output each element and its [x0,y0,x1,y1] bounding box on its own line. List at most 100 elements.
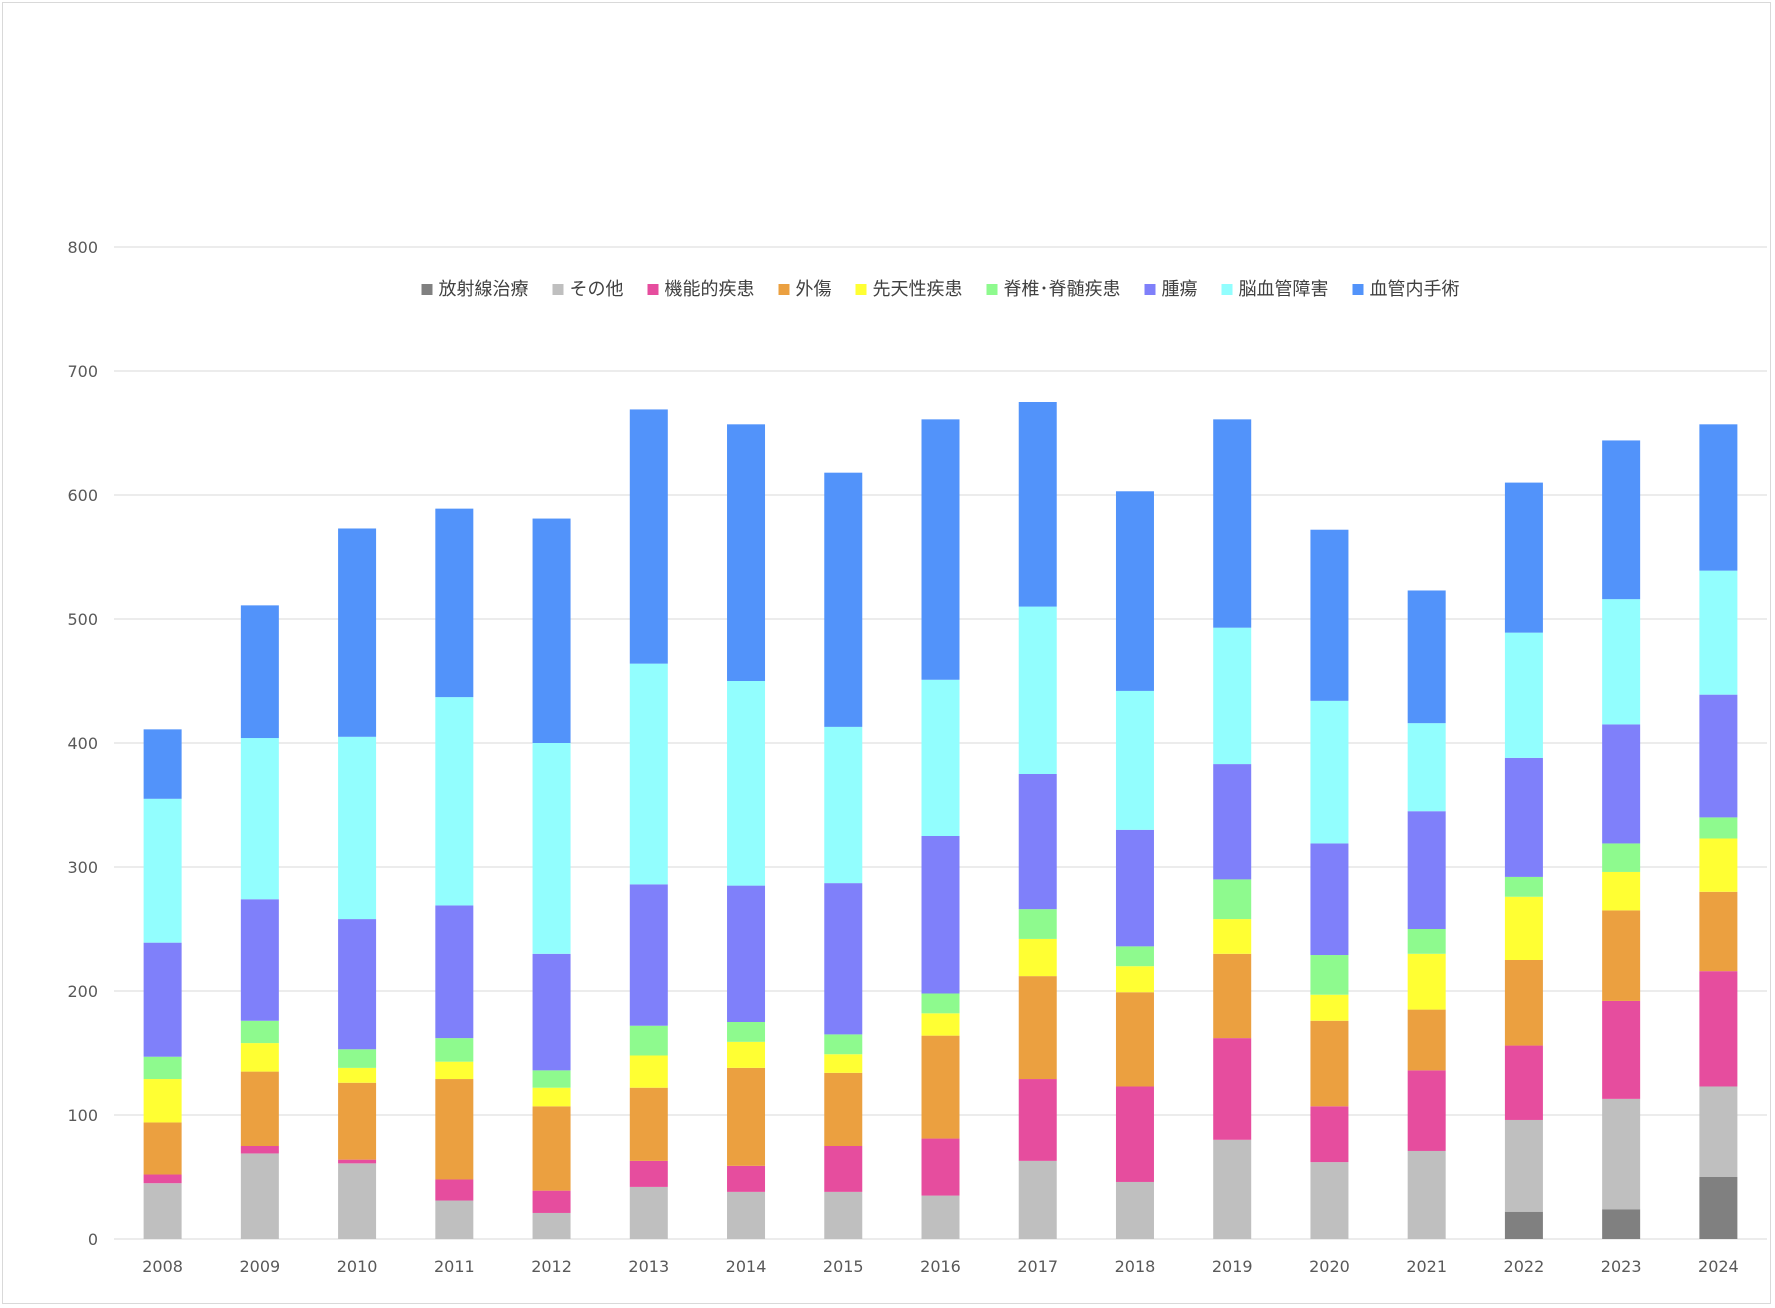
bar-segment-2012-7 [532,743,571,954]
bar-stack-2017 [1018,402,1057,1239]
legend-swatch [1144,284,1156,295]
bar-segment-2014-7 [727,681,766,886]
bar-segment-2023-3 [1602,910,1641,1001]
bar-segment-2019-3 [1213,953,1252,1039]
bar-segment-2012-1 [532,1212,571,1239]
bar-segment-2009-4 [240,1043,279,1072]
legend-item-5: 脊椎･脊髄疾患 [986,279,1121,300]
legend-item-1: その他 [552,279,624,300]
bar-segment-2011-7 [435,697,474,906]
bar-segment-2012-2 [532,1190,571,1213]
x-tick-label: 2012 [531,1257,572,1276]
bar-segment-2019-5 [1213,879,1252,920]
bar-segment-2014-6 [727,885,766,1022]
x-tick-label: 2008 [142,1257,183,1276]
bar-stack-2024 [1699,424,1738,1239]
bar-segment-2008-8 [143,729,182,799]
bar-segment-2021-2 [1407,1070,1446,1151]
legend-item-2: 機能的疾患 [647,279,755,300]
legend-item-3: 外傷 [778,279,832,300]
bar-segment-2017-8 [1018,402,1057,607]
bar-segment-2018-4 [1115,966,1154,993]
bar-segment-2015-8 [824,472,863,727]
bar-segment-2010-7 [338,736,377,920]
bar-segment-2013-2 [629,1160,668,1187]
y-tick-label: 300 [67,858,98,877]
bar-segment-2016-3 [921,1035,960,1139]
legend-swatch [855,284,867,295]
bar-segment-2023-4 [1602,871,1641,911]
bar-segment-2008-6 [143,942,182,1057]
legend-label: 機能的疾患 [665,279,755,300]
x-tick-label: 2016 [920,1257,961,1276]
x-tick-label: 2019 [1212,1257,1253,1276]
bar-segment-2020-1 [1310,1162,1349,1239]
bar-segment-2012-4 [532,1087,571,1107]
bar-segment-2011-6 [435,905,474,1039]
bar-segment-2009-8 [240,605,279,739]
x-tick-label: 2020 [1309,1257,1350,1276]
y-tick-label: 400 [67,734,98,753]
bar-segment-2021-8 [1407,590,1446,724]
bar-segment-2022-1 [1504,1119,1543,1212]
bar-segment-2017-4 [1018,938,1057,977]
legend-item-4: 先天性疾患 [855,279,963,300]
bar-segment-2008-3 [143,1122,182,1175]
bar-segment-2023-7 [1602,599,1641,725]
bar-segment-2024-7 [1699,570,1738,695]
bar-segment-2022-8 [1504,482,1543,633]
bar-segment-2010-3 [338,1082,377,1160]
bar-segment-2024-2 [1699,971,1738,1087]
bar-segment-2020-6 [1310,843,1349,956]
bar-segment-2023-2 [1602,1000,1641,1099]
bar-segment-2023-6 [1602,724,1641,844]
bar-segment-2023-1 [1602,1098,1641,1210]
bar-segment-2015-5 [824,1034,863,1055]
legend-label: 放射線治療 [439,279,529,300]
bar-segment-2012-3 [532,1106,571,1191]
bar-segment-2020-4 [1310,994,1349,1021]
legend-label: 外傷 [796,279,832,300]
bar-segment-2024-6 [1699,694,1738,818]
bar-segment-2012-8 [532,518,571,743]
bar-segment-2016-8 [921,419,960,680]
bar-segment-2013-7 [629,663,668,885]
bar-segment-2014-3 [727,1067,766,1166]
bar-segment-2015-2 [824,1146,863,1192]
bar-stack-2012 [532,518,571,1239]
legend-swatch [1221,284,1233,295]
x-tick-label: 2024 [1698,1257,1739,1276]
bar-segment-2024-4 [1699,838,1738,892]
bar-segment-2013-3 [629,1087,668,1161]
bar-segment-2010-1 [338,1163,377,1239]
bar-segment-2022-6 [1504,757,1543,877]
bar-segment-2008-5 [143,1056,182,1080]
bar-segment-2017-7 [1018,606,1057,774]
y-tick-label: 600 [67,486,98,505]
legend: 放射線治療 その他 機能的疾患 外傷 先天性疾患 脊椎･脊髄疾患 腫瘍 脳血管障害 血管内手術 [421,279,1460,300]
bar-stack-2015 [824,472,863,1239]
bar-segment-2019-8 [1213,419,1252,628]
x-tick-label: 2017 [1017,1257,1058,1276]
bar-stack-2021 [1407,590,1446,1239]
bar-segment-2014-5 [727,1022,766,1042]
bar-segment-2023-0 [1602,1209,1641,1239]
bar-segment-2022-4 [1504,896,1543,960]
bar-stack-2020 [1310,529,1349,1239]
bar-segment-2023-8 [1602,440,1641,600]
bar-stack-2016 [921,419,960,1239]
y-tick-label: 100 [67,1106,98,1125]
legend-label: 先天性疾患 [873,279,963,300]
legend-label: 腫瘍 [1162,279,1198,300]
x-tick-label: 2018 [1115,1257,1156,1276]
bar-stack-2019 [1213,419,1252,1239]
bar-segment-2019-1 [1213,1139,1252,1239]
bar-segment-2008-7 [143,798,182,943]
legend-item-0: 放射線治療 [421,279,529,300]
legend-label: 脊椎･脊髄疾患 [1004,279,1121,300]
x-tick-label: 2015 [823,1257,864,1276]
bar-segment-2011-5 [435,1038,474,1062]
x-axis: 2008 2009 2010 2011 2012 2013 2014 2015 2016 2017… [142,1257,1738,1276]
legend-label: 血管内手術 [1370,279,1460,300]
bar-segment-2009-7 [240,738,279,900]
